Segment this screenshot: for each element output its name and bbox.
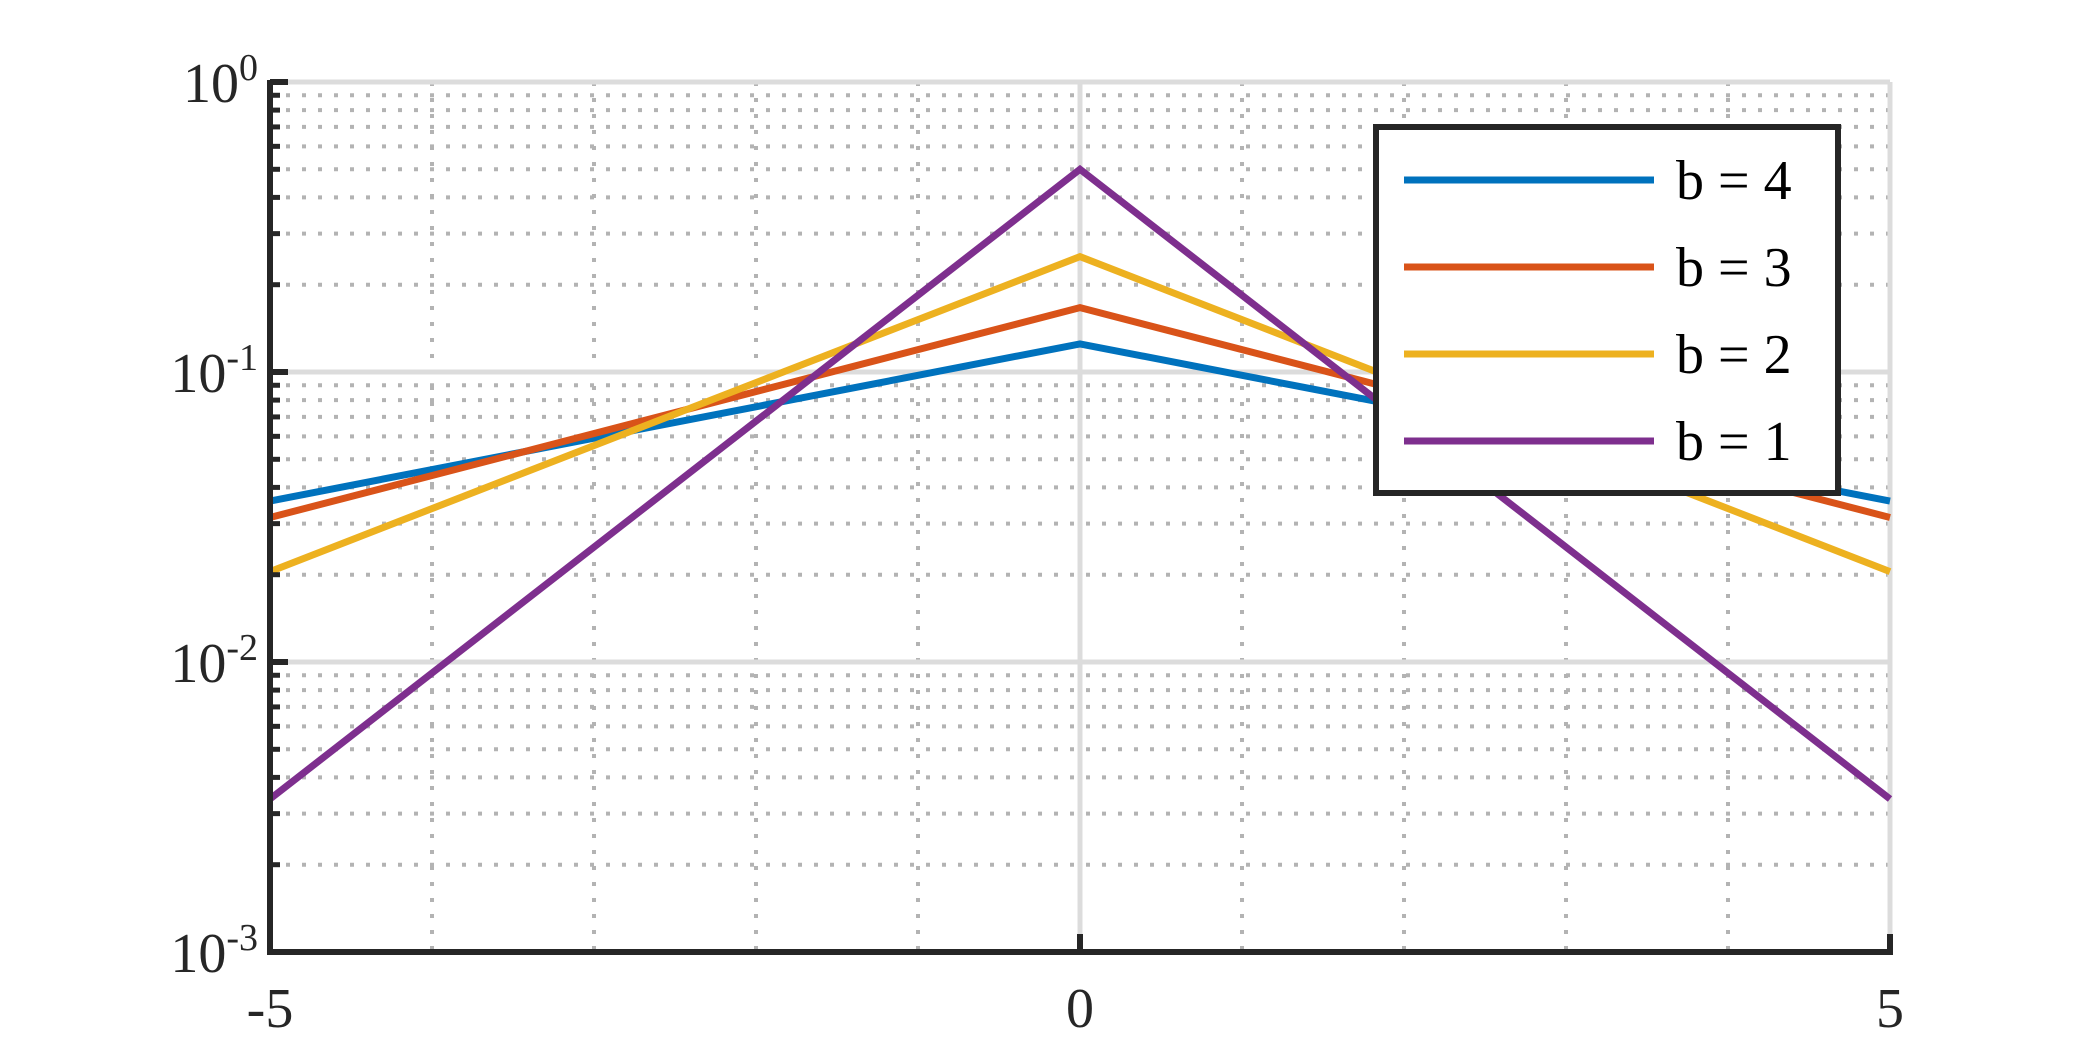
series-line-4 bbox=[267, 164, 1893, 802]
x-tick-label: 0 bbox=[1066, 978, 1094, 1040]
y-tick-label: 10-3 bbox=[170, 917, 258, 985]
x-tick-label: -5 bbox=[247, 978, 294, 1040]
legend-label-1: b = 4 bbox=[1676, 150, 1792, 212]
x-tick-label: 5 bbox=[1876, 978, 1904, 1040]
legend: b = 4 b = 3 b = 2 b = 1 bbox=[1373, 124, 1841, 496]
tick-labels: -5 0 5 10-3 10-2 10-1 100 bbox=[170, 47, 1904, 1040]
legend-label-3: b = 2 bbox=[1676, 324, 1792, 386]
y-tick-label: 100 bbox=[183, 47, 258, 115]
legend-label-4: b = 1 bbox=[1676, 411, 1792, 473]
axes bbox=[267, 79, 1893, 955]
legend-box bbox=[1373, 124, 1841, 496]
legend-label-2: b = 3 bbox=[1676, 237, 1792, 299]
y-tick-label: 10-2 bbox=[170, 627, 258, 695]
y-tick-label: 10-1 bbox=[170, 337, 258, 405]
grid-lines bbox=[267, 79, 1893, 955]
